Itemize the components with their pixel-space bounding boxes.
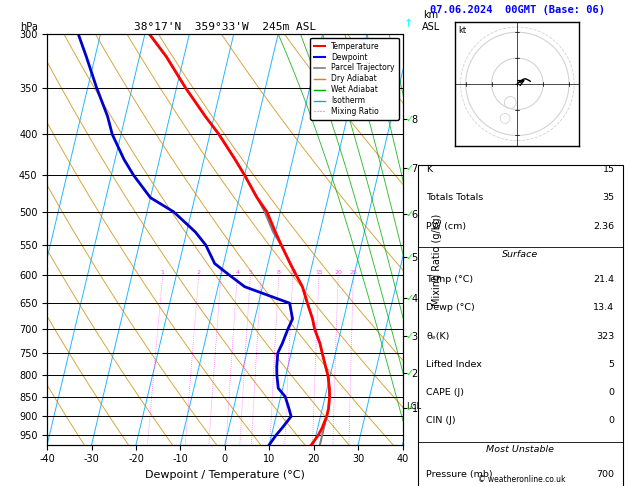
Text: ○: ○ [498, 110, 511, 124]
Text: Lifted Index: Lifted Index [426, 360, 482, 369]
Text: 4: 4 [235, 270, 240, 275]
Text: 21.4: 21.4 [594, 275, 615, 284]
Text: CIN (J): CIN (J) [426, 417, 456, 425]
Text: CAPE (J): CAPE (J) [426, 388, 464, 397]
Text: ✓: ✓ [406, 403, 414, 413]
Text: 0: 0 [608, 388, 615, 397]
Text: Temp (°C): Temp (°C) [426, 275, 474, 284]
Text: © weatheronline.co.uk: © weatheronline.co.uk [478, 474, 566, 484]
Text: 0: 0 [608, 417, 615, 425]
Legend: Temperature, Dewpoint, Parcel Trajectory, Dry Adiabat, Wet Adiabat, Isotherm, Mi: Temperature, Dewpoint, Parcel Trajectory… [310, 38, 399, 120]
Text: ✓: ✓ [406, 368, 414, 378]
Text: km
ASL: km ASL [422, 10, 440, 32]
Text: 07.06.2024  00GMT (Base: 06): 07.06.2024 00GMT (Base: 06) [430, 4, 605, 15]
Text: 323: 323 [596, 331, 615, 341]
Text: 5: 5 [608, 360, 615, 369]
Text: ○: ○ [503, 93, 517, 111]
Text: 2.36: 2.36 [593, 222, 615, 230]
Text: ✓: ✓ [406, 163, 414, 173]
Text: Most Unstable: Most Unstable [486, 445, 555, 453]
Text: 2: 2 [197, 270, 201, 275]
Text: Pressure (mb): Pressure (mb) [426, 470, 493, 479]
Text: 5: 5 [248, 270, 252, 275]
Text: 35: 35 [603, 193, 615, 202]
Title: 38°17'N  359°33'W  245m ASL: 38°17'N 359°33'W 245m ASL [134, 22, 316, 32]
Text: ✓: ✓ [406, 293, 414, 303]
Text: ✓: ✓ [406, 331, 414, 341]
Text: 13.4: 13.4 [593, 303, 615, 312]
Text: ✓: ✓ [406, 252, 414, 262]
Text: 25: 25 [350, 270, 357, 275]
Text: K: K [426, 165, 433, 174]
Text: LCL: LCL [406, 402, 421, 411]
Text: 15: 15 [315, 270, 323, 275]
Text: PW (cm): PW (cm) [426, 222, 467, 230]
Text: Totals Totals: Totals Totals [426, 193, 484, 202]
Text: θₑ(K): θₑ(K) [426, 331, 450, 341]
Text: ✓: ✓ [406, 114, 414, 124]
Text: Surface: Surface [503, 250, 538, 259]
Text: 8: 8 [277, 270, 281, 275]
Text: Mixing Ratio (g/kg): Mixing Ratio (g/kg) [432, 214, 442, 306]
X-axis label: Dewpoint / Temperature (°C): Dewpoint / Temperature (°C) [145, 470, 305, 480]
Text: 700: 700 [596, 470, 615, 479]
Text: hPa: hPa [21, 22, 38, 32]
Text: Dewp (°C): Dewp (°C) [426, 303, 476, 312]
Text: 15: 15 [603, 165, 615, 174]
Text: 20: 20 [334, 270, 342, 275]
Text: ✓: ✓ [406, 209, 414, 219]
Text: ↑: ↑ [404, 19, 413, 29]
Text: 10: 10 [289, 270, 297, 275]
Text: 3: 3 [219, 270, 223, 275]
Text: 1: 1 [161, 270, 165, 275]
Text: kt: kt [458, 26, 466, 35]
